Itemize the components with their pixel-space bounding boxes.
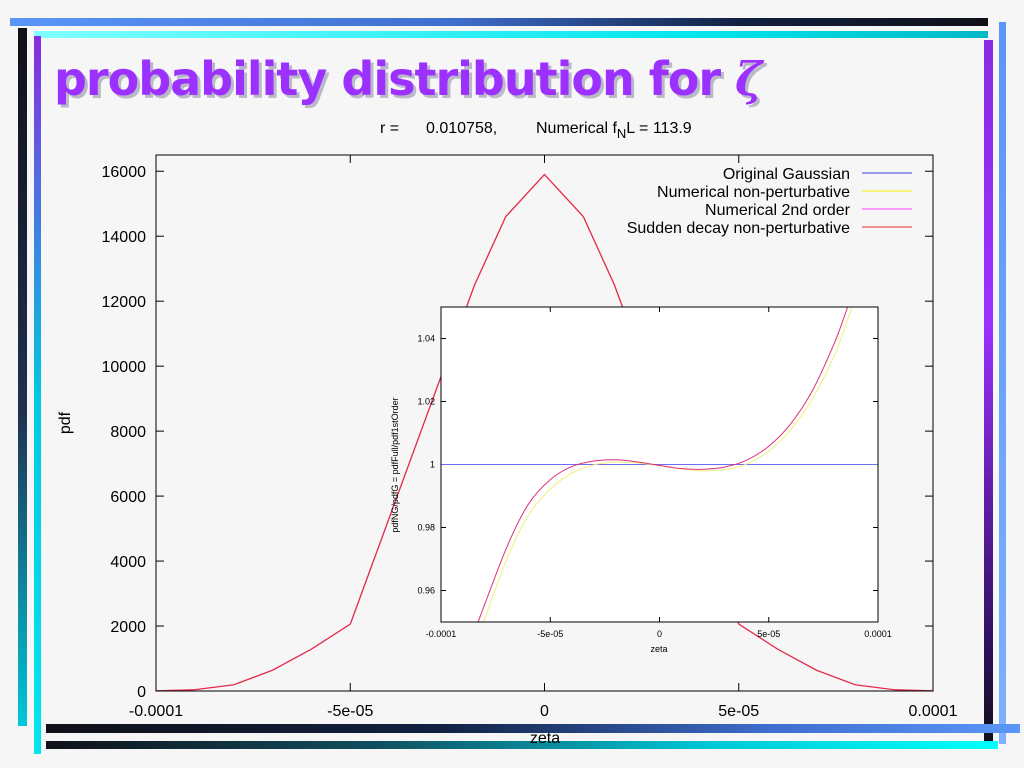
subtitle-fnl-suffix: L = 113.9 xyxy=(626,120,691,137)
inset-x-tick-label: 0 xyxy=(657,629,662,639)
main-xlabel: zeta xyxy=(530,730,560,747)
inset-plot: -0.0001 -5e-05 0 5e-05 0.0001 0.96 0.98 1 1.02 1.… xyxy=(390,306,892,654)
chart-subtitle: r = 0.010758, Numerical fNL = 113.9 xyxy=(380,120,692,141)
main-y-tick-label: 6000 xyxy=(110,489,146,506)
main-y-tick-label: 12000 xyxy=(102,294,147,311)
slide-title: probability distribution for ζ xyxy=(54,52,762,106)
frame-bar-bottom-dark xyxy=(46,724,1020,733)
frame-bar-right-purple xyxy=(984,40,993,746)
inset-ylabel: pdfNG/pdfG = pdfFull/pdf1stOrder xyxy=(390,397,400,532)
inset-y-tick-label: 1 xyxy=(430,460,435,470)
legend-label: Numerical non-perturbative xyxy=(657,184,850,201)
inset-x-tick-label: 5e-05 xyxy=(757,629,780,639)
main-x-tick-label: 0.0001 xyxy=(909,703,958,720)
main-curve-sudden-decay xyxy=(155,173,934,692)
main-y-tick-label: 0 xyxy=(137,684,146,701)
frame-bar-left-cyan xyxy=(34,36,41,754)
inset-y-tick-label: 1.04 xyxy=(417,334,435,344)
main-y-tick-label: 16000 xyxy=(102,164,147,181)
frame-bar-top-cyan xyxy=(34,31,988,38)
main-x-tick-label: -5e-05 xyxy=(327,703,373,720)
subtitle-fnl-prefix: Numerical f xyxy=(536,120,617,137)
legend-label: Original Gaussian xyxy=(723,166,850,183)
main-y-tick-label: 10000 xyxy=(102,359,147,376)
frame-bar-bottom-cyan xyxy=(46,741,998,749)
inset-y-tick-label: 0.98 xyxy=(417,523,435,533)
main-plot: -0.0001 -5e-05 0 5e-05 0.0001 0 2000 4000 6000 80… xyxy=(57,154,958,747)
legend-label: Numerical 2nd order xyxy=(705,202,851,219)
subtitle-r-value: 0.010758, xyxy=(426,120,497,137)
main-curves xyxy=(155,173,934,692)
main-y-tick-label: 2000 xyxy=(110,619,146,636)
inset-x-tick-label: -5e-05 xyxy=(537,629,563,639)
main-x-tick-label: 5e-05 xyxy=(718,703,759,720)
inset-x-tick-label: -0.0001 xyxy=(426,629,457,639)
frame-bar-left-dark xyxy=(18,28,27,726)
main-y-tick-label: 14000 xyxy=(102,229,147,246)
frame-bar-top-dark xyxy=(10,18,988,26)
subtitle-fnl-sub: N xyxy=(617,126,626,141)
inset-xlabel: zeta xyxy=(650,644,667,654)
main-y-tick-label: 8000 xyxy=(110,424,146,441)
frame-bar-right-blue xyxy=(999,22,1006,744)
slide-title-text: probability distribution for xyxy=(54,52,721,106)
zeta-symbol: ζ xyxy=(735,52,762,106)
main-plot-frame xyxy=(155,154,934,692)
main-ylabel: pdf xyxy=(57,411,74,434)
inset-x-tick-label: 0.0001 xyxy=(864,629,892,639)
main-x-tick-label: -0.0001 xyxy=(129,703,183,720)
subtitle-r-label: r = xyxy=(380,120,399,137)
inset-ticks: -0.0001 -5e-05 0 5e-05 0.0001 0.96 0.98 1 1.02 1.… xyxy=(417,307,892,639)
inset-y-tick-label: 0.96 xyxy=(417,586,435,596)
legend-label: Sudden decay non-perturbative xyxy=(627,220,850,237)
inset-y-tick-label: 1.02 xyxy=(417,397,435,407)
main-y-tick-label: 4000 xyxy=(110,554,146,571)
inset-curve-sudden-decay xyxy=(477,306,849,623)
main-x-tick-label: 0 xyxy=(540,703,549,720)
inset-plot-frame xyxy=(440,306,879,623)
inset-curves xyxy=(441,306,878,623)
